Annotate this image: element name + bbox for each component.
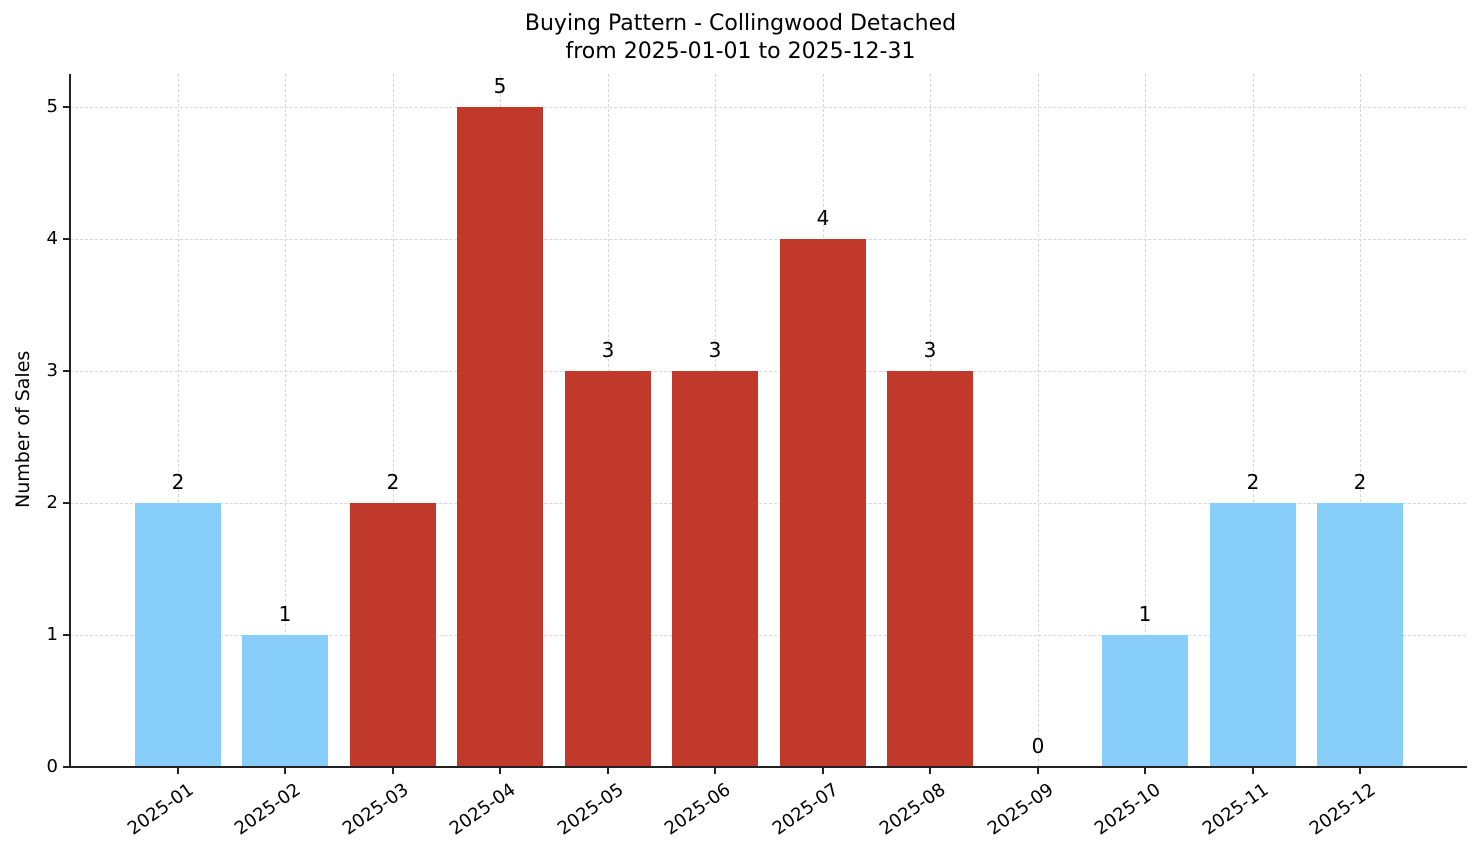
y-tick-label: 0 bbox=[46, 756, 58, 777]
v-gridline bbox=[1360, 74, 1361, 767]
bar-2025-07 bbox=[780, 239, 866, 767]
h-gridline bbox=[70, 371, 1466, 372]
y-tick-label: 3 bbox=[46, 360, 58, 381]
x-tick-label: 2025-04 bbox=[445, 779, 520, 840]
x-tick-mark bbox=[284, 768, 286, 774]
x-tick-mark bbox=[1252, 768, 1254, 774]
bar-value-label: 4 bbox=[816, 206, 830, 230]
bar-2025-04 bbox=[457, 107, 543, 767]
bar-value-label: 0 bbox=[1031, 734, 1045, 758]
x-tick-label: 2025-11 bbox=[1198, 779, 1273, 840]
x-tick-label: 2025-05 bbox=[553, 779, 628, 840]
bar-value-label: 2 bbox=[1246, 470, 1260, 494]
x-tick-mark bbox=[1144, 768, 1146, 774]
y-tick-mark bbox=[63, 370, 69, 372]
bar-value-label: 3 bbox=[708, 338, 722, 362]
y-axis-line bbox=[69, 74, 71, 768]
bar-2025-01 bbox=[135, 503, 221, 767]
y-tick-mark bbox=[63, 634, 69, 636]
h-gridline bbox=[70, 503, 1466, 504]
x-tick-mark bbox=[1037, 768, 1039, 774]
y-tick-mark bbox=[63, 766, 69, 768]
x-tick-mark bbox=[392, 768, 394, 774]
x-tick-label: 2025-09 bbox=[983, 779, 1058, 840]
bar-value-label: 3 bbox=[923, 338, 937, 362]
y-tick-label: 2 bbox=[46, 492, 58, 513]
bar-2025-05 bbox=[565, 371, 651, 767]
y-axis-label: Number of Sales bbox=[12, 350, 34, 508]
x-tick-label: 2025-07 bbox=[768, 779, 843, 840]
v-gridline bbox=[1038, 74, 1039, 767]
y-tick-mark bbox=[63, 238, 69, 240]
x-tick-mark bbox=[714, 768, 716, 774]
bar-value-label: 2 bbox=[1353, 470, 1367, 494]
x-tick-mark bbox=[177, 768, 179, 774]
h-gridline bbox=[70, 635, 1466, 636]
bar-value-label: 5 bbox=[493, 74, 507, 98]
bar-2025-08 bbox=[887, 371, 973, 767]
x-tick-mark bbox=[1359, 768, 1361, 774]
x-tick-label: 2025-01 bbox=[123, 779, 198, 840]
y-tick-label: 4 bbox=[46, 228, 58, 249]
bar-value-label: 1 bbox=[278, 602, 292, 626]
y-tick-mark bbox=[63, 502, 69, 504]
bar-2025-10 bbox=[1102, 635, 1188, 767]
y-tick-label: 1 bbox=[46, 624, 58, 645]
y-tick-label: 5 bbox=[46, 96, 58, 117]
v-gridline bbox=[1145, 74, 1146, 767]
x-tick-label: 2025-06 bbox=[660, 779, 735, 840]
bar-value-label: 2 bbox=[386, 470, 400, 494]
chart-subtitle: from 2025-01-01 to 2025-12-31 bbox=[565, 39, 916, 64]
h-gridline bbox=[70, 107, 1466, 108]
bar-2025-03 bbox=[350, 503, 436, 767]
v-gridline bbox=[285, 74, 286, 767]
x-tick-mark bbox=[499, 768, 501, 774]
x-tick-label: 2025-02 bbox=[230, 779, 305, 840]
x-tick-mark bbox=[822, 768, 824, 774]
chart-title-main: Buying Pattern - Collingwood Detached bbox=[524, 11, 957, 36]
v-gridline bbox=[1253, 74, 1254, 767]
x-tick-mark bbox=[607, 768, 609, 774]
x-tick-mark bbox=[929, 768, 931, 774]
bar-2025-12 bbox=[1317, 503, 1403, 767]
bar-value-label: 2 bbox=[171, 470, 185, 494]
x-tick-label: 2025-10 bbox=[1090, 779, 1165, 840]
chart-title: Buying Pattern - Collingwood Detached fr… bbox=[0, 10, 1481, 66]
x-tick-label: 2025-08 bbox=[875, 779, 950, 840]
y-tick-mark bbox=[63, 106, 69, 108]
x-tick-label: 2025-12 bbox=[1305, 779, 1380, 840]
bar-2025-06 bbox=[672, 371, 758, 767]
v-gridline bbox=[178, 74, 179, 767]
x-tick-label: 2025-03 bbox=[338, 779, 413, 840]
h-gridline bbox=[70, 239, 1466, 240]
bar-2025-02 bbox=[242, 635, 328, 767]
v-gridline bbox=[393, 74, 394, 767]
x-axis-line bbox=[69, 766, 1467, 768]
bar-2025-11 bbox=[1210, 503, 1296, 767]
bar-value-label: 3 bbox=[601, 338, 615, 362]
bar-value-label: 1 bbox=[1138, 602, 1152, 626]
